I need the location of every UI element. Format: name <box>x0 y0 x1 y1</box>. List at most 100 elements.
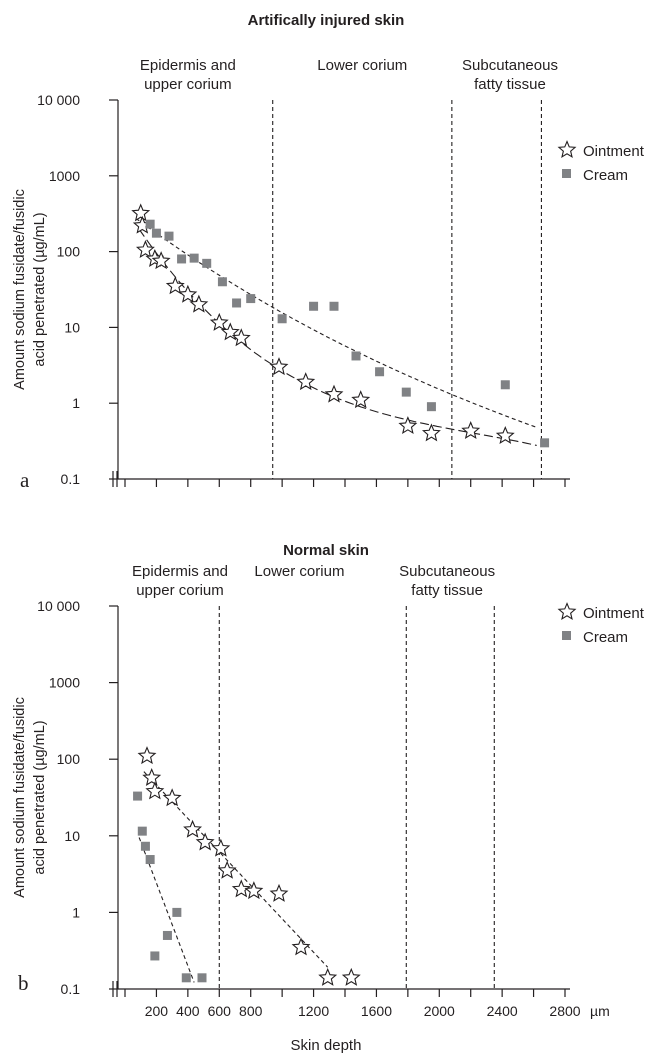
x-tick-label: 800 <box>239 1003 263 1019</box>
data-point-ointment <box>209 312 229 331</box>
legend-label-cream: Cream <box>583 167 628 184</box>
panel-a: Artifically injured skin 10 000 1000 100 10 1… <box>12 12 645 492</box>
y-tick-label: 1000 <box>49 168 80 184</box>
region-label: fatty tissue <box>474 76 546 93</box>
data-point-cream <box>137 826 147 836</box>
region-label: Epidermis and <box>132 563 228 580</box>
y-tick-label: 10 000 <box>37 92 80 108</box>
data-point-ointment <box>398 416 418 435</box>
region-label: fatty tissue <box>411 582 483 599</box>
data-point-cream <box>202 258 212 268</box>
data-point-cream <box>351 351 361 361</box>
data-point-cream <box>172 907 182 917</box>
y-axis-label: acid penetrated (µg/mL) <box>32 212 48 366</box>
legend-marker-ointment <box>557 602 577 621</box>
data-point-ointment <box>291 937 311 956</box>
data-point-cream <box>329 301 339 311</box>
data-point-cream <box>500 380 510 390</box>
data-point-ointment <box>217 860 237 879</box>
data-point-ointment <box>135 240 155 259</box>
y-tick-label: 1 <box>72 395 80 411</box>
x-tick-label: 1600 <box>361 1003 392 1019</box>
trend-line-cream <box>138 837 195 983</box>
x-tick-label: 2000 <box>424 1003 455 1019</box>
region-label: upper corium <box>136 582 224 599</box>
legend-marker-ointment <box>557 140 577 159</box>
data-point-ointment <box>461 421 481 440</box>
data-point-cream <box>150 951 160 961</box>
data-point-cream <box>181 973 191 983</box>
x-tick-label: 2400 <box>487 1003 518 1019</box>
data-point-ointment <box>341 967 361 986</box>
y-tick-label: 1 <box>72 904 80 920</box>
region-label: Subcutaneous <box>399 563 495 580</box>
data-point-ointment <box>351 390 371 409</box>
x-tick-label: 1200 <box>298 1003 329 1019</box>
data-point-ointment <box>178 284 198 303</box>
data-point-cream <box>246 294 256 304</box>
data-point-ointment <box>137 746 157 765</box>
y-tick-label: 10 <box>64 319 80 335</box>
region-label: Lower corium <box>254 563 344 580</box>
data-point-cream <box>426 402 436 412</box>
data-point-ointment <box>244 881 264 900</box>
x-axis-label: Skin depth <box>291 1037 362 1054</box>
chart-title: Artifically injured skin <box>248 12 405 29</box>
y-axis-label: Amount sodium fusidate/fusidic <box>12 697 28 898</box>
data-point-ointment <box>195 832 215 851</box>
y-tick-label: 0.1 <box>61 981 81 997</box>
data-point-cream <box>540 438 550 448</box>
data-point-cream <box>217 277 227 287</box>
x-tick-label: 400 <box>176 1003 200 1019</box>
legend-marker-cream <box>562 631 571 640</box>
data-point-ointment <box>324 384 344 403</box>
data-point-cream <box>309 301 319 311</box>
data-point-ointment <box>145 781 165 800</box>
data-point-cream <box>177 254 187 264</box>
region-label: Subcutaneous <box>462 57 558 74</box>
data-point-cream <box>140 841 150 851</box>
x-tick-label: 2800 <box>549 1003 580 1019</box>
panel-label: a <box>20 468 30 492</box>
x-tick-label: 200 <box>145 1003 169 1019</box>
panel-label: b <box>18 971 29 995</box>
y-axis-label: Amount sodium fusidate/fusidic <box>12 189 28 390</box>
data-point-cream <box>151 228 161 238</box>
region-label: upper corium <box>144 76 232 93</box>
data-point-cream <box>145 219 155 229</box>
y-tick-label: 100 <box>57 244 81 260</box>
data-point-ointment <box>211 838 231 857</box>
region-label: Lower corium <box>317 57 407 74</box>
data-point-ointment <box>231 879 251 898</box>
legend-label-ointment: Ointment <box>583 605 645 622</box>
legend: Ointment Cream <box>557 602 645 646</box>
data-point-ointment <box>162 788 182 807</box>
data-point-ointment <box>269 357 289 376</box>
data-point-ointment <box>318 967 338 986</box>
legend-label-ointment: Ointment <box>583 143 645 160</box>
data-point-cream <box>375 367 385 377</box>
data-point-ointment <box>183 819 203 838</box>
y-tick-label: 10 <box>64 828 80 844</box>
data-point-ointment <box>189 294 209 313</box>
legend: Ointment Cream <box>557 140 645 184</box>
data-point-ointment <box>231 328 251 347</box>
data-point-ointment <box>421 423 441 442</box>
data-point-ointment <box>151 251 171 270</box>
data-point-cream <box>277 314 287 324</box>
panel-b: Normal skin 10 000 1000 100 10 1 0.1 200 400 600 8… <box>12 542 645 1054</box>
y-tick-label: 0.1 <box>61 471 81 487</box>
chart-title: Normal skin <box>283 542 369 559</box>
data-point-cream <box>232 298 242 308</box>
data-point-cream <box>133 791 143 801</box>
legend-marker-cream <box>562 169 571 178</box>
legend-label-cream: Cream <box>583 629 628 646</box>
data-point-ointment <box>296 372 316 391</box>
data-point-ointment <box>131 203 151 222</box>
data-point-ointment <box>142 767 162 786</box>
x-tick-label: 600 <box>208 1003 232 1019</box>
trend-line-ointment <box>143 771 329 968</box>
y-tick-label: 10 000 <box>37 598 80 614</box>
data-point-ointment <box>269 883 289 902</box>
